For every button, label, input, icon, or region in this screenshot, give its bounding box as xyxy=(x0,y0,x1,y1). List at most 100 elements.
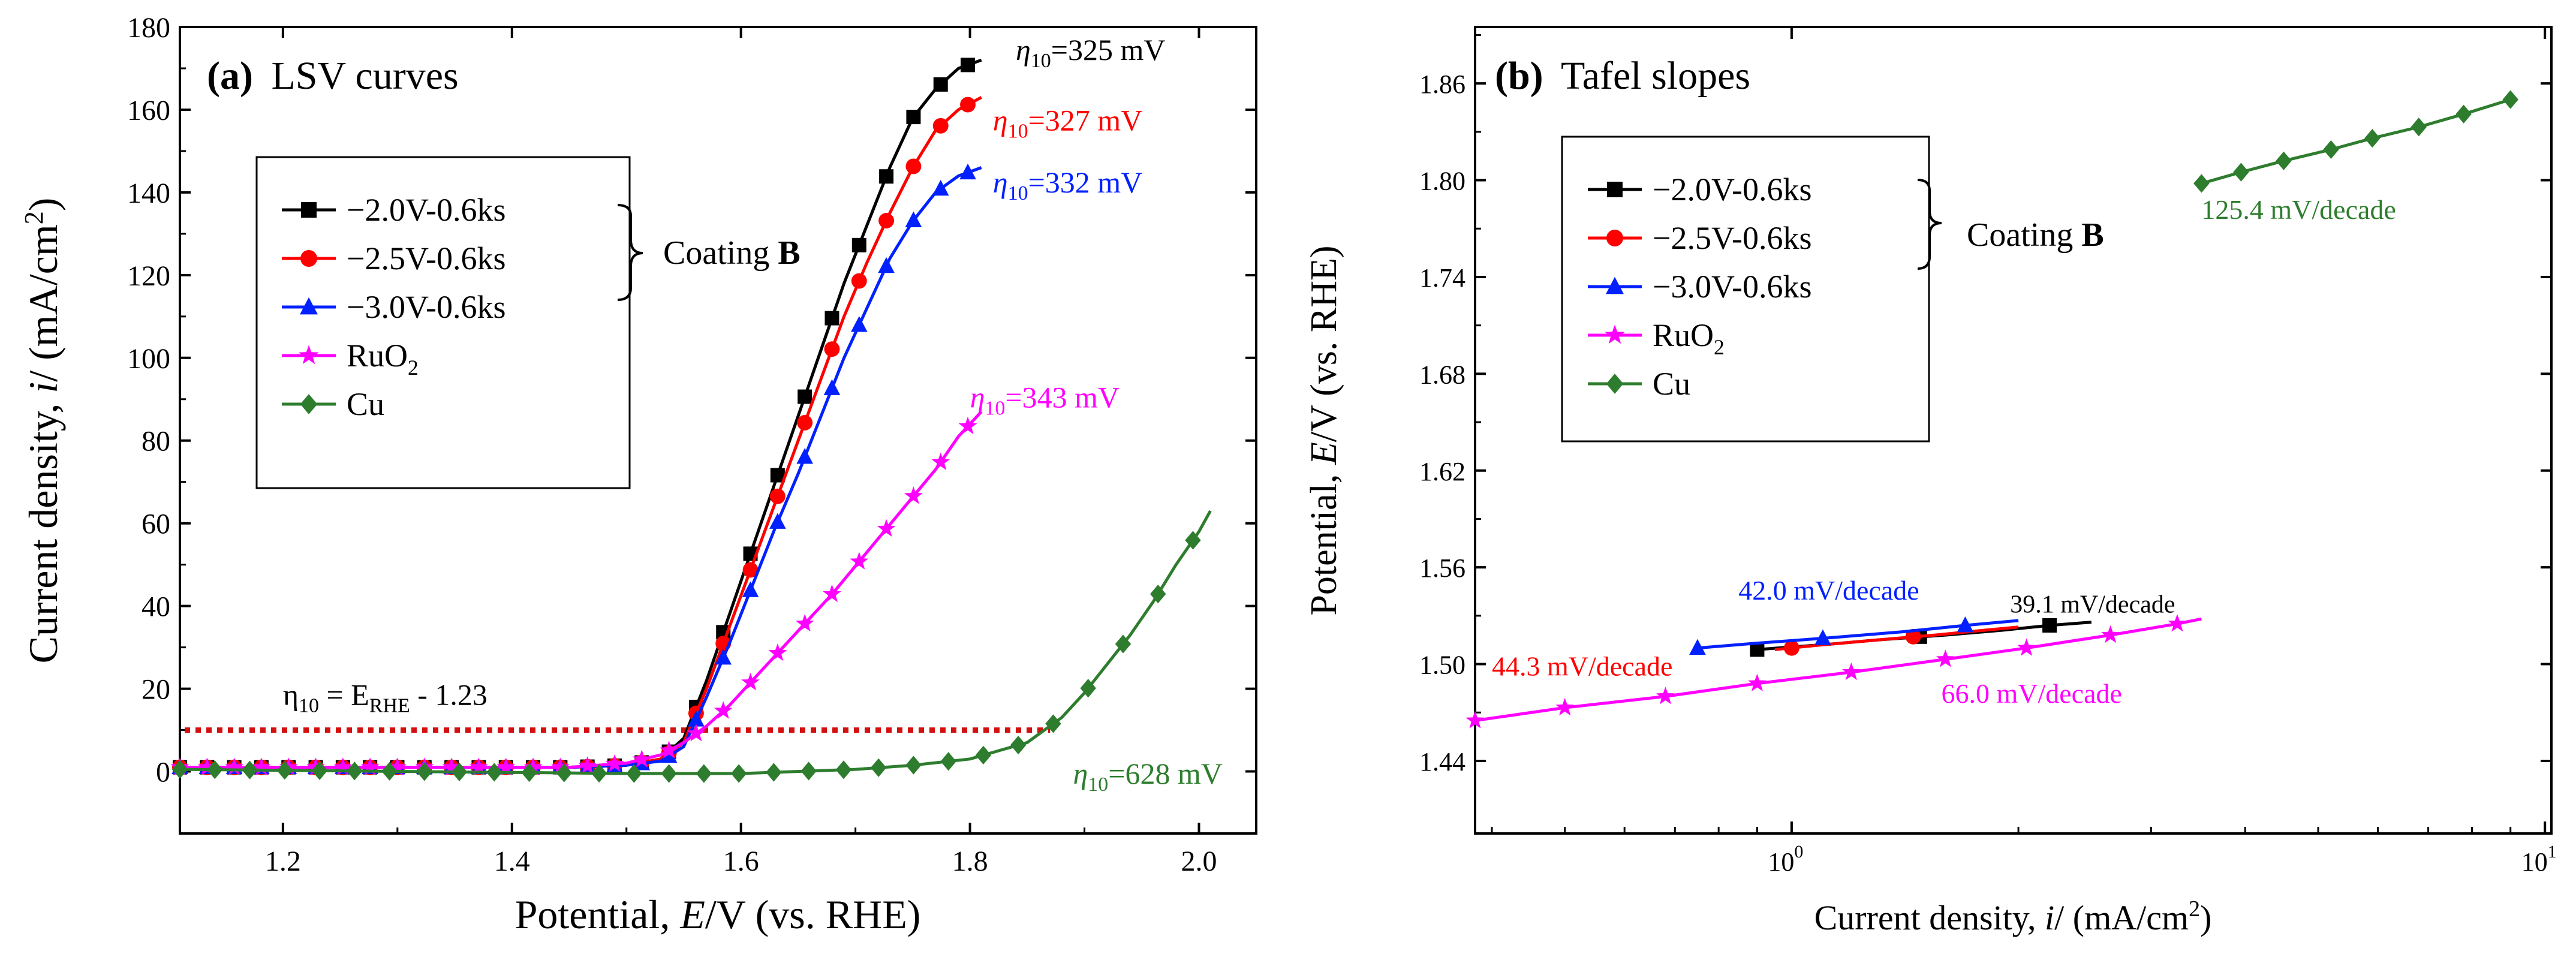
a-ytick-label-7: 140 xyxy=(127,177,170,209)
panel-a-title-text: LSV curves xyxy=(271,54,458,98)
a-series-3-point xyxy=(333,757,353,775)
panel-a-series xyxy=(170,58,1212,783)
ann4-sub: 10 xyxy=(1088,774,1108,796)
panel-b-series xyxy=(1465,90,2518,729)
a-series-1-point xyxy=(905,158,922,174)
a-legend-label-3: RuO2 xyxy=(347,338,419,380)
panel-b-plot-frame xyxy=(1474,26,2553,835)
a-series-3-point xyxy=(768,643,787,661)
b-series-3-point xyxy=(1656,687,1675,705)
a-ylabel-var: i xyxy=(20,382,66,393)
a-ytick-label-2: 40 xyxy=(142,591,170,623)
ann3-sub: 10 xyxy=(985,398,1005,420)
b-xtick-exp-0: 0 xyxy=(1794,842,1803,862)
b-series-1-point xyxy=(1783,640,1799,656)
ann4-eta: η xyxy=(1073,757,1088,790)
b-series-1-point xyxy=(1905,628,1921,645)
b-series-3-point xyxy=(2168,614,2187,632)
b-legend-ruo2-sub: 2 xyxy=(1714,335,1725,359)
panel-b-x-axis-title: Current density, i/ (mA/cm2) xyxy=(1814,896,2212,937)
a-series-4-point xyxy=(1150,584,1166,604)
a-series-3-point xyxy=(795,613,814,632)
panel-b-legend-entries: −2.0V-0.6ks −2.5V-0.6ks −3.0V-0.6ks RuO2 Cu xyxy=(1588,171,1812,402)
panel-a-title: (a) LSV curves xyxy=(207,54,459,98)
b-legend-label-2: −3.0V-0.6ks xyxy=(1653,269,1812,305)
ann2-eta: η xyxy=(993,165,1008,199)
b-series-line-2 xyxy=(1697,619,2019,650)
b-xlabel-mid: / (mA/cm xyxy=(2054,898,2189,937)
a-legend-label-0: −2.0V-0.6ks xyxy=(347,192,506,228)
a-series-3-point xyxy=(470,757,488,775)
a-series-4-point xyxy=(801,762,817,781)
a-series-4-point xyxy=(1115,634,1131,654)
b-series-3-point xyxy=(1748,673,1767,691)
panel-a-lsv-chart: 1.2 1.4 1.6 1.8 2.0020406080100120140160180 … xyxy=(19,12,1257,937)
a-ylabel-end: ) xyxy=(20,198,66,212)
a-series-4-point xyxy=(835,760,852,780)
panel-b-y-axis-title: Potential, E/V (vs. RHE) xyxy=(1304,245,1344,615)
b-ylabel-suffix: /V (vs. RHE) xyxy=(1304,245,1344,442)
ann4-val: =628 mV xyxy=(1108,757,1223,790)
a-legend-marker-2 xyxy=(300,297,318,315)
a-series-4-point xyxy=(242,760,258,780)
a-series-4-point xyxy=(276,761,293,780)
a-series-0-point xyxy=(906,110,921,125)
a-series-4-point xyxy=(940,752,956,771)
b-legend-label-0: −2.0V-0.6ks xyxy=(1653,171,1812,207)
a-series-0-point xyxy=(824,311,839,326)
b-series-0-point xyxy=(2042,618,2057,633)
a-xtick-label-3: 1.8 xyxy=(952,845,988,877)
a-series-3-point xyxy=(252,757,271,775)
a-series-3-point xyxy=(225,757,243,775)
b-ytick-label-6: 1.80 xyxy=(1419,167,1465,196)
a-ytick-label-1: 20 xyxy=(142,674,170,706)
b-series-3-point xyxy=(1842,662,1861,681)
a-legend-marker-3 xyxy=(299,345,319,365)
a-series-2-point xyxy=(769,513,786,529)
b-series-3-point xyxy=(1555,698,1575,716)
a-xtick-label-4: 2.0 xyxy=(1181,845,1217,877)
a-series-1-point xyxy=(797,414,813,431)
ann0-val: =325 mV xyxy=(1051,33,1166,67)
eta10-reference-label: η10 = ERHE - 1.23 xyxy=(283,678,487,717)
b-ylabel-var: E xyxy=(1304,442,1344,465)
a-series-2-point xyxy=(715,649,732,665)
a-xlabel-suffix: /V (vs. RHE) xyxy=(705,892,921,937)
panel-a-legend: −2.0V-0.6ks−2.5V-0.6ks−3.0V-0.6ksRuO2Cu … xyxy=(255,156,801,489)
a-series-0-point xyxy=(851,237,866,252)
a-ytick-label-5: 100 xyxy=(127,343,170,375)
panel-b-title: (b) Tafel slopes xyxy=(1495,54,1750,98)
a-xlabel-var: E xyxy=(679,892,705,937)
ann0-eta: η xyxy=(1016,33,1031,67)
ref-eta: η xyxy=(283,678,299,712)
eta10-annotation-3v: η10=332 mV xyxy=(993,165,1143,204)
a-series-4-point xyxy=(975,745,992,765)
ann3-val: =343 mV xyxy=(1005,381,1120,414)
b-legend-label-3: RuO2 xyxy=(1653,317,1725,359)
panel-a-legend-entries: −2.0V-0.6ks −2.5V-0.6ks −3.0V-0.6ks RuO2 Cu xyxy=(282,192,506,422)
a-ytick-label-6: 120 xyxy=(127,260,170,292)
b-series-2-point xyxy=(1689,639,1706,655)
a-ytick-label-8: 160 xyxy=(127,95,170,127)
a-series-4-point xyxy=(416,762,433,781)
a-series-3-point xyxy=(958,416,977,435)
a-xtick-label-2: 1.6 xyxy=(723,845,759,877)
a-series-0-point xyxy=(933,77,948,92)
a-ytick-label-3: 60 xyxy=(142,508,170,540)
a-series-3-point xyxy=(605,754,624,772)
b-legend-marker-4 xyxy=(1606,374,1624,394)
a-series-4-point xyxy=(1010,735,1027,755)
panel-a-axes: 1.2 1.4 1.6 1.8 2.0 0 20 40 60 80 100 120 140 160 180 xyxy=(127,12,1256,877)
b-xlabel-var: i xyxy=(2045,898,2054,937)
a-series-3-point xyxy=(714,701,733,719)
a-series-3-point xyxy=(551,757,570,775)
panel-b-annotations: 125.4 mV/decade 42.0 mV/decade 39.1 mV/d… xyxy=(1492,194,2396,709)
b-xtick-exp-1: 1 xyxy=(2548,842,2557,862)
panel-b-legend-box xyxy=(1561,136,1930,443)
panel-b-legend: −2.0V-0.6ks−2.5V-0.6ks−3.0V-0.6ksRuO2Cu … xyxy=(1561,136,2104,443)
a-series-4-point xyxy=(661,764,677,783)
panel-a-label: (a) xyxy=(207,54,253,98)
a-series-4-point xyxy=(451,762,468,782)
a-legend-marker-4 xyxy=(300,394,318,414)
